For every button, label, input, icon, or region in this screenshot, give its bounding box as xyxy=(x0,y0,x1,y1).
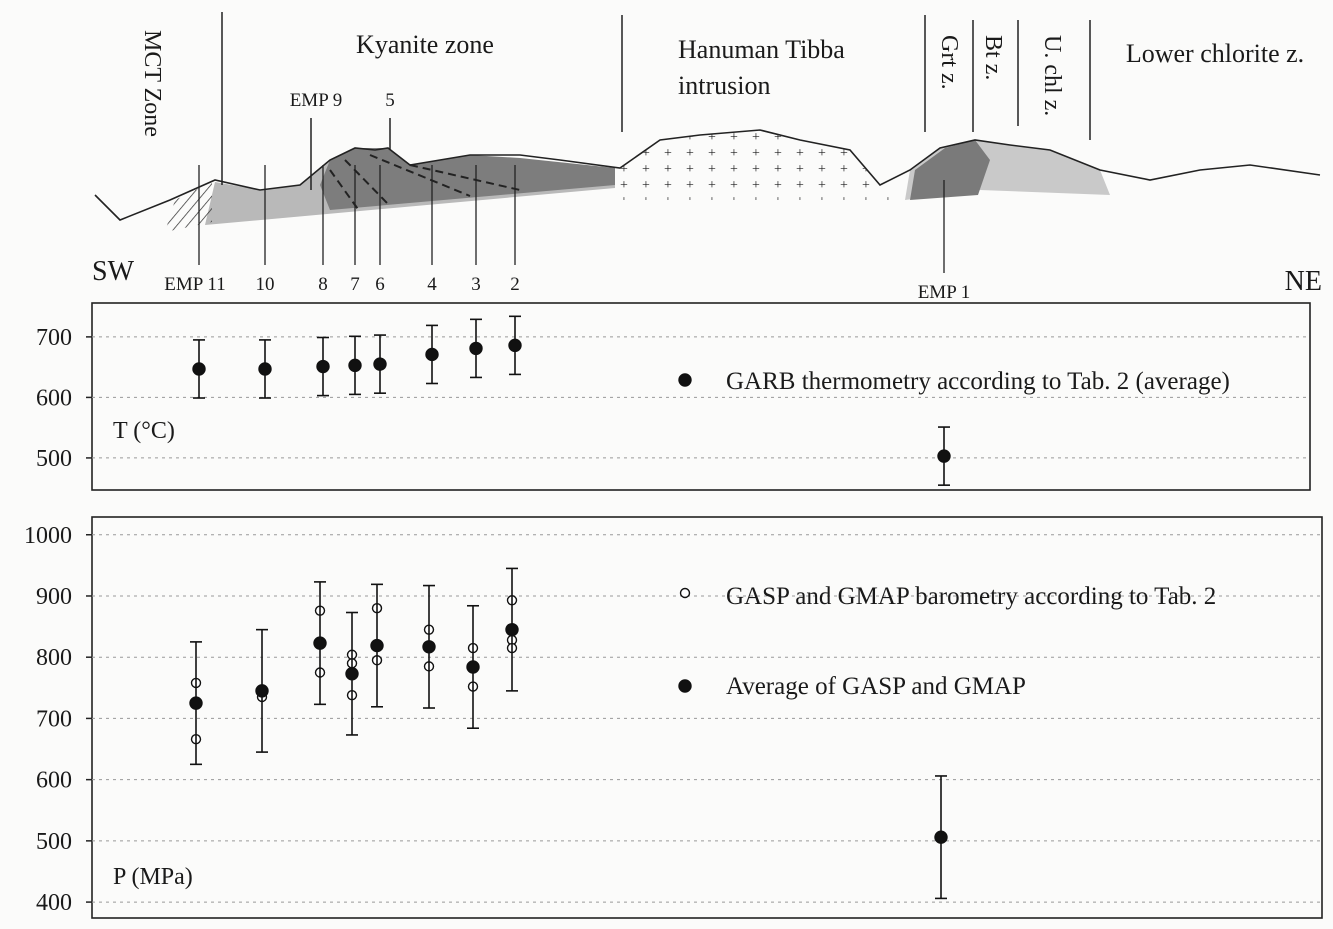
sample-label: 10 xyxy=(256,274,275,295)
y-tick-label: 600 xyxy=(36,385,72,411)
zone-label: MCT Zone xyxy=(139,30,165,137)
point xyxy=(258,362,272,376)
y-tick-label: 800 xyxy=(36,645,72,671)
direction-label: NE xyxy=(1285,266,1322,297)
point xyxy=(505,622,519,637)
sample-label: 6 xyxy=(375,274,385,295)
y-axis-label: P (MPa) xyxy=(113,864,193,890)
y-tick-label: 700 xyxy=(36,325,72,351)
y-tick-label: 500 xyxy=(36,829,72,855)
plot-frame xyxy=(91,516,1323,919)
point xyxy=(469,341,483,356)
y-tick-label: 700 xyxy=(36,706,72,732)
legend-label: GASP and GMAP barometry according to Tab… xyxy=(726,583,1217,610)
point xyxy=(422,640,436,654)
point xyxy=(425,347,439,362)
zone-label: Grt z. xyxy=(936,35,962,90)
point xyxy=(345,667,359,681)
zone-label: intrusion xyxy=(678,71,770,100)
y-axis-label: T (°C) xyxy=(113,418,175,444)
zone-label: Hanuman Tibba xyxy=(678,35,845,64)
legend-marker xyxy=(678,679,692,693)
point xyxy=(192,362,206,376)
sample-label: 7 xyxy=(350,274,360,295)
y-tick-label: 900 xyxy=(36,584,72,610)
sample-label: 8 xyxy=(318,274,328,295)
point xyxy=(348,358,362,373)
point xyxy=(313,636,327,650)
point xyxy=(370,638,384,653)
cross-section xyxy=(94,12,1321,232)
legend-marker xyxy=(678,373,692,387)
sample-label: 5 xyxy=(385,90,395,111)
sample-label: 4 xyxy=(427,274,437,295)
point xyxy=(508,338,522,353)
y-tick-label: 600 xyxy=(36,768,72,794)
sample-label: EMP 11 xyxy=(164,274,225,295)
legend-marker xyxy=(679,587,691,599)
legend-label: GARB thermometry according to Tab. 2 (av… xyxy=(726,368,1230,395)
sample-label: EMP 1 xyxy=(918,282,971,303)
zone-label: Kyanite zone xyxy=(356,30,494,59)
sample-label: EMP 9 xyxy=(290,90,343,111)
plot-frame xyxy=(91,302,1311,491)
point xyxy=(934,830,948,844)
zone-label: Lower chlorite z. xyxy=(1126,39,1304,68)
y-tick-label: 1000 xyxy=(24,523,72,549)
zone-label: U. chl z. xyxy=(1039,35,1065,116)
legend-label: Average of GASP and GMAP xyxy=(726,673,1026,700)
y-tick-label: 500 xyxy=(36,446,72,472)
point xyxy=(255,684,269,698)
point xyxy=(937,449,951,463)
y-tick-label: 400 xyxy=(36,890,72,916)
sample-label: 3 xyxy=(471,274,481,295)
direction-label: SW xyxy=(92,256,135,287)
sample-label: 2 xyxy=(510,274,520,295)
zone-label: Bt z. xyxy=(980,35,1006,80)
point xyxy=(373,357,387,371)
point xyxy=(316,359,330,374)
point xyxy=(189,696,203,710)
point xyxy=(466,660,480,674)
